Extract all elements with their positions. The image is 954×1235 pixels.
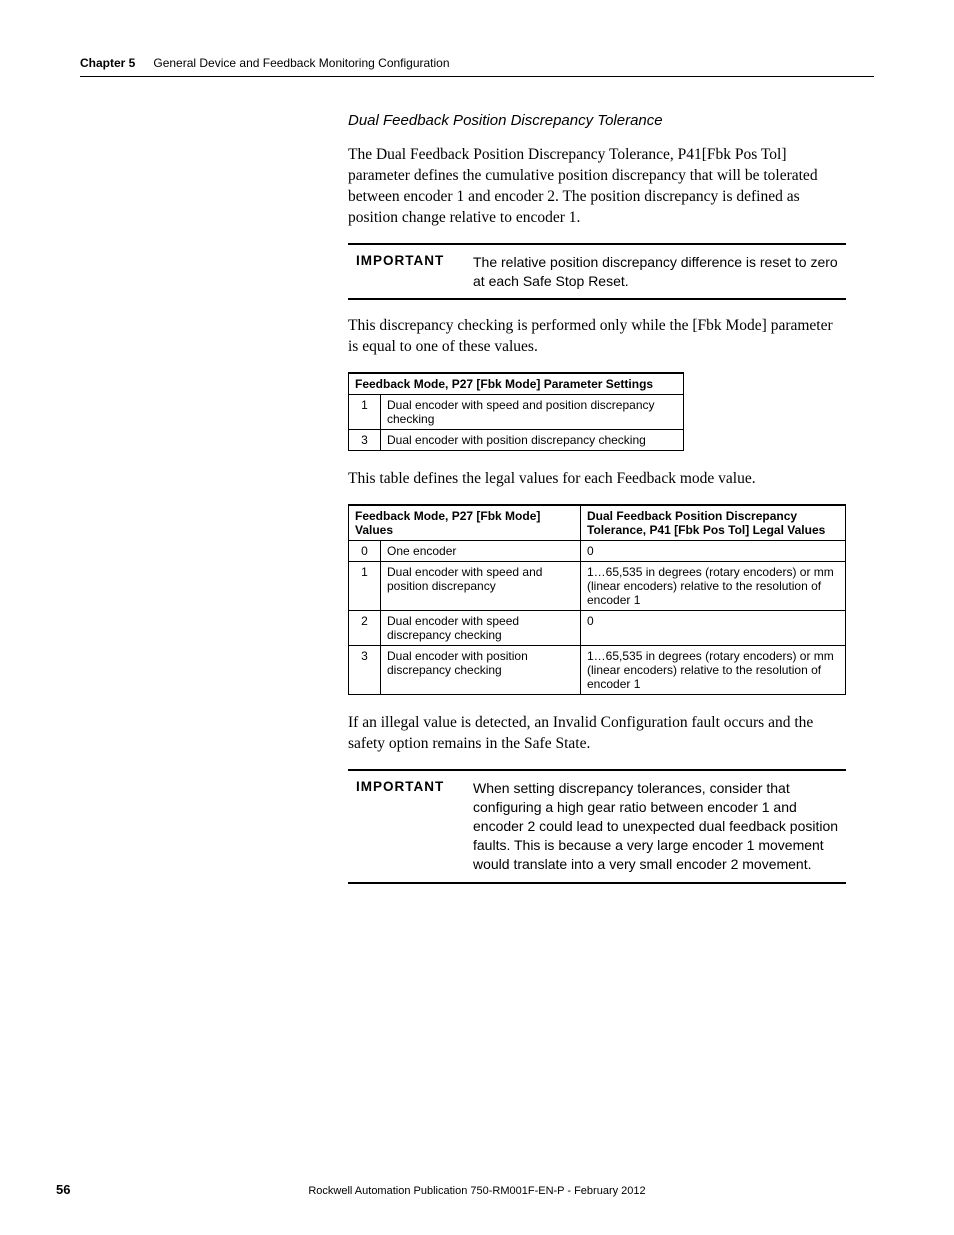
row-num: 3	[349, 646, 381, 695]
row-val: 1…65,535 in degrees (rotary encoders) or…	[581, 562, 846, 611]
row-num: 2	[349, 611, 381, 646]
para-1: The Dual Feedback Position Discrepancy T…	[348, 145, 846, 229]
row-num: 3	[349, 430, 381, 451]
row-mode: Dual encoder with speed and position dis…	[381, 562, 581, 611]
row-num: 1	[349, 562, 381, 611]
important-text: The relative position discrepancy differ…	[473, 253, 846, 291]
row-val: 0	[581, 611, 846, 646]
para-2: This discrepancy checking is performed o…	[348, 316, 846, 358]
row-mode: Dual encoder with speed discrepancy chec…	[381, 611, 581, 646]
table-row: 2 Dual encoder with speed discrepancy ch…	[349, 611, 846, 646]
chapter-title: General Device and Feedback Monitoring C…	[153, 56, 449, 70]
table-row: 3 Dual encoder with position discrepancy…	[349, 430, 684, 451]
table-row: 3 Dual encoder with position discrepancy…	[349, 646, 846, 695]
important-text: When setting discrepancy tolerances, con…	[473, 779, 846, 873]
para-4: If an illegal value is detected, an Inva…	[348, 713, 846, 755]
page-header: Chapter 5 General Device and Feedback Mo…	[80, 54, 874, 77]
row-desc: Dual encoder with speed and position dis…	[381, 395, 684, 430]
important-box-1: IMPORTANT The relative position discrepa…	[348, 243, 846, 301]
main-content: Dual Feedback Position Discrepancy Toler…	[348, 112, 846, 900]
table2-col1-header: Feedback Mode, P27 [Fbk Mode] Values	[349, 505, 581, 541]
row-mode: One encoder	[381, 541, 581, 562]
important-label: IMPORTANT	[348, 779, 453, 873]
table1-header: Feedback Mode, P27 [Fbk Mode] Parameter …	[349, 373, 684, 395]
chapter-label: Chapter 5	[80, 56, 135, 70]
important-box-2: IMPORTANT When setting discrepancy toler…	[348, 769, 846, 883]
footer-publication: Rockwell Automation Publication 750-RM00…	[0, 1185, 954, 1197]
row-val: 1…65,535 in degrees (rotary encoders) or…	[581, 646, 846, 695]
table-row: 0 One encoder 0	[349, 541, 846, 562]
fbk-mode-settings-table: Feedback Mode, P27 [Fbk Mode] Parameter …	[348, 372, 684, 451]
table2-col2-header: Dual Feedback Position Discrepancy Toler…	[581, 505, 846, 541]
row-mode: Dual encoder with position discrepancy c…	[381, 646, 581, 695]
row-desc: Dual encoder with position discrepancy c…	[381, 430, 684, 451]
fbk-mode-values-table: Feedback Mode, P27 [Fbk Mode] Values Dua…	[348, 504, 846, 695]
table-row: 1 Dual encoder with speed and position d…	[349, 395, 684, 430]
important-label: IMPORTANT	[348, 253, 453, 291]
row-val: 0	[581, 541, 846, 562]
table-row: 1 Dual encoder with speed and position d…	[349, 562, 846, 611]
para-3: This table defines the legal values for …	[348, 469, 846, 490]
section-heading: Dual Feedback Position Discrepancy Toler…	[348, 112, 846, 129]
row-num: 0	[349, 541, 381, 562]
row-num: 1	[349, 395, 381, 430]
